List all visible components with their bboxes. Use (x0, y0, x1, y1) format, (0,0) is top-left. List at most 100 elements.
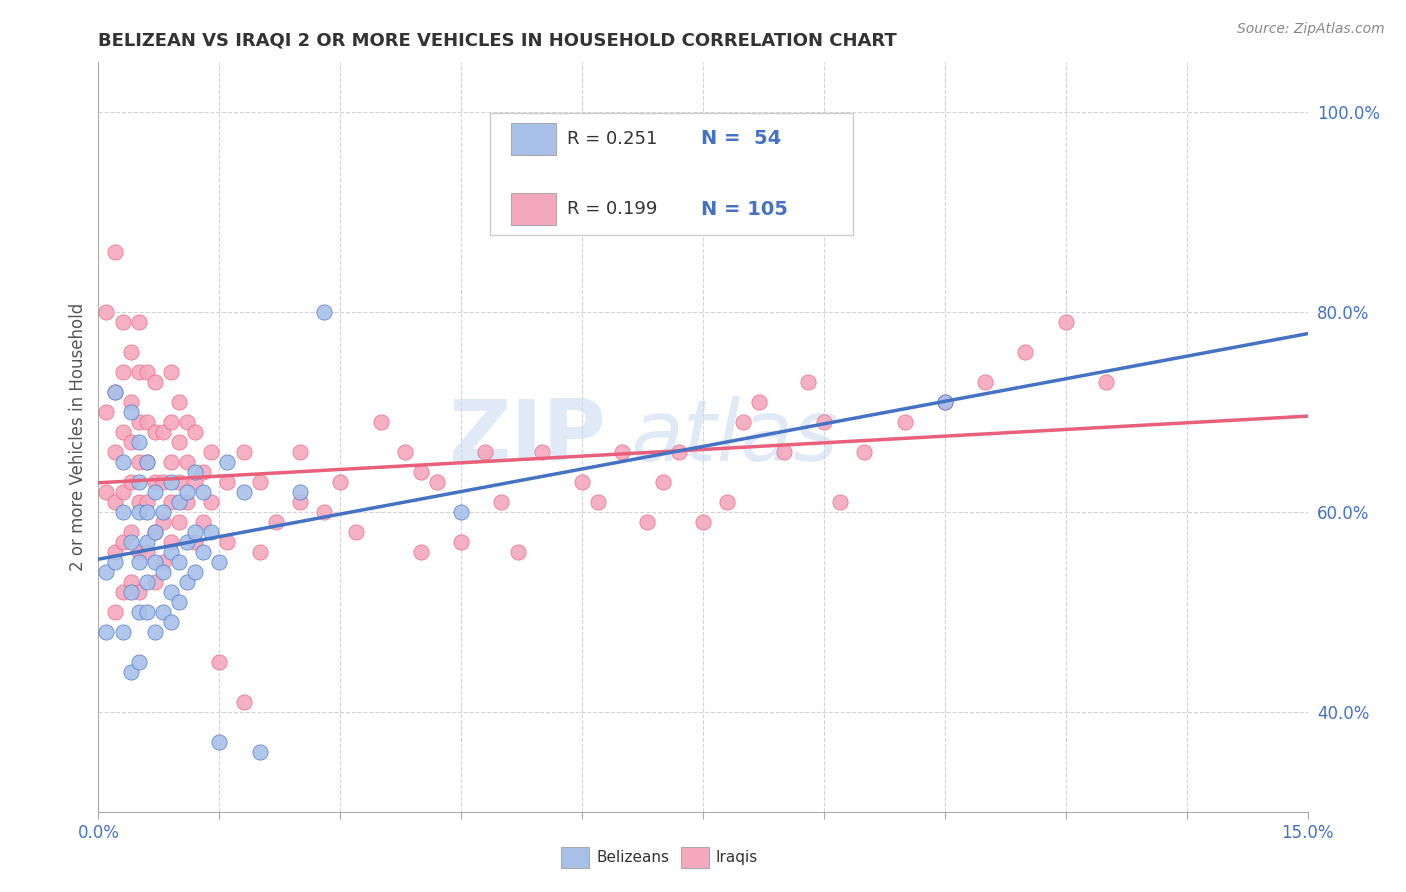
Point (733, 415, 755, 429)
Point (103, 445, 125, 459)
Point (152, 475, 174, 489)
Point (103, 495, 125, 509)
Point (143, 375, 166, 389)
Point (200, 445, 222, 459)
Point (450, 505, 472, 519)
Point (135, 365, 157, 379)
Point (111, 455, 134, 469)
Point (934, 395, 956, 409)
Point (167, 555, 190, 569)
Point (314, 305, 336, 319)
Point (143, 555, 166, 569)
Point (135, 574, 157, 589)
Point (135, 455, 157, 469)
Point (232, 445, 254, 459)
Point (184, 475, 207, 489)
Point (797, 375, 820, 389)
Point (1095, 375, 1118, 389)
Point (143, 475, 166, 489)
Point (193, 485, 215, 500)
Point (143, 624, 166, 639)
Point (184, 524, 207, 539)
Point (152, 515, 174, 529)
Point (344, 524, 367, 539)
Point (96, 624, 118, 639)
Point (934, 395, 956, 409)
Point (143, 524, 166, 539)
Point (217, 475, 239, 489)
Text: Source: ZipAtlas.com: Source: ZipAtlas.com (1237, 22, 1385, 37)
Point (409, 545, 432, 559)
Point (184, 535, 207, 549)
Point (135, 415, 157, 429)
Text: R = 0.199: R = 0.199 (568, 201, 658, 219)
Point (128, 475, 150, 489)
Point (143, 524, 166, 539)
Point (208, 655, 231, 669)
Point (264, 515, 287, 529)
Point (143, 485, 166, 500)
Point (120, 475, 142, 489)
Point (111, 365, 134, 379)
Point (692, 515, 714, 529)
Point (160, 415, 183, 429)
Point (152, 605, 174, 619)
Point (120, 585, 142, 599)
Point (143, 425, 166, 439)
Point (128, 455, 150, 469)
Point (120, 395, 142, 409)
Point (329, 475, 352, 489)
Point (120, 535, 142, 549)
Point (135, 455, 157, 469)
Point (217, 455, 239, 469)
Point (288, 445, 311, 459)
Point (152, 565, 174, 579)
Point (651, 475, 673, 489)
Point (120, 405, 142, 419)
Point (426, 475, 449, 489)
Point (184, 465, 207, 479)
Point (143, 574, 166, 589)
Point (167, 395, 190, 409)
Point (176, 535, 198, 549)
Point (748, 395, 770, 409)
Text: BELIZEAN VS IRAQI 2 OR MORE VEHICLES IN HOUSEHOLD CORRELATION CHART: BELIZEAN VS IRAQI 2 OR MORE VEHICLES IN … (98, 32, 897, 50)
Point (160, 475, 183, 489)
Point (586, 495, 609, 509)
Point (974, 375, 997, 389)
Point (128, 495, 150, 509)
Point (160, 365, 183, 379)
Point (135, 505, 157, 519)
Point (772, 445, 794, 459)
Point (103, 385, 125, 400)
Point (491, 495, 513, 509)
Point (160, 615, 183, 629)
Point (288, 485, 311, 500)
Point (893, 415, 915, 429)
Point (111, 485, 134, 500)
Point (184, 425, 207, 439)
Point (249, 545, 271, 559)
Point (135, 495, 157, 509)
Point (167, 515, 190, 529)
Point (120, 665, 142, 679)
Point (128, 415, 150, 429)
Point (135, 605, 157, 619)
Point (160, 585, 183, 599)
Point (103, 605, 125, 619)
Point (128, 585, 150, 599)
Point (167, 475, 190, 489)
Point (193, 515, 215, 529)
Point (176, 455, 198, 469)
Point (103, 545, 125, 559)
Point (208, 555, 231, 569)
Point (184, 565, 207, 579)
Point (111, 535, 134, 549)
Point (160, 535, 183, 549)
Point (120, 574, 142, 589)
Point (636, 515, 658, 529)
Point (103, 385, 125, 400)
Point (96, 565, 118, 579)
Point (571, 475, 593, 489)
Point (853, 445, 876, 459)
